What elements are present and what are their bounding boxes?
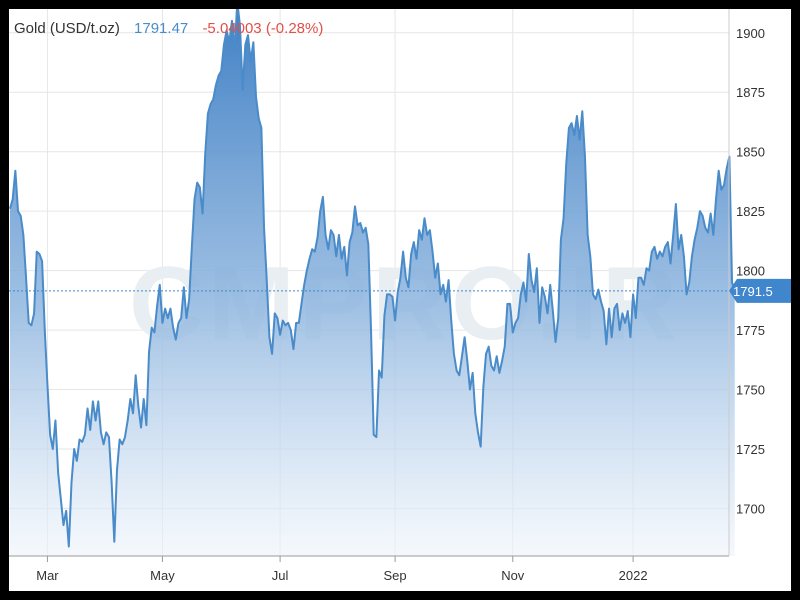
chart-header: Gold (USD/t.oz) 1791.47 -5.04003 (-0.28%… (14, 20, 333, 37)
y-tick-label: 1850 (736, 145, 765, 160)
x-tick-label: 2022 (619, 568, 648, 583)
current-price-tag (729, 278, 791, 303)
y-tick-label: 1800 (736, 264, 765, 279)
series-line (9, 9, 736, 548)
x-tick-label: Mar (36, 568, 59, 583)
price-change: -5.04003 (-0.28%) (202, 20, 324, 37)
x-tick-label: Sep (384, 568, 407, 583)
y-tick-label: 1825 (736, 204, 765, 219)
y-tick-label: 1775 (736, 323, 765, 338)
y-tick-label: 1700 (736, 501, 765, 516)
current-price: 1791.47 (134, 20, 189, 37)
y-tick-label: 1900 (736, 26, 765, 41)
instrument-name: Gold (USD/t.oz) (14, 20, 120, 37)
current-price-marker: 1791.5 (9, 278, 791, 303)
y-tick-label: 1875 (736, 85, 765, 100)
current-price-label: 1791.5 (733, 284, 773, 299)
x-tick-label: Jul (272, 568, 289, 583)
y-tick-label: 1725 (736, 442, 765, 457)
axes: 1700 1725 1750 1775 1800 1825 1850 1875 1900 Mar M… (9, 9, 765, 583)
x-tick-label: Nov (501, 568, 525, 583)
y-tick-label: 1750 (736, 383, 765, 398)
area-fill (10, 9, 735, 556)
x-tick-label: May (150, 568, 175, 583)
gold-price-chart: CMPRO.IR 1700172517501775180018251850187… (9, 9, 791, 583)
chart-frame: CMPRO.IR 1700172517501775180018251850187… (9, 9, 791, 591)
price-area (9, 9, 736, 556)
